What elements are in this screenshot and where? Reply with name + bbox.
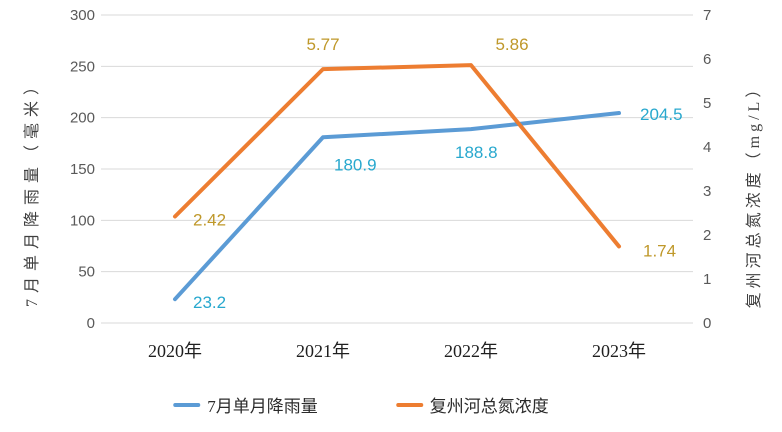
rainfall-line-swatch-icon [173, 402, 201, 407]
right-axis-tick-label: 2 [703, 227, 711, 244]
data-label: 5.77 [306, 35, 339, 54]
legend-item-rainfall[interactable]: 7月单月降雨量 [173, 392, 318, 417]
left-axis-tick-label: 200 [70, 110, 95, 127]
right-axis-tick-label: 0 [703, 315, 711, 332]
left-axis-tick-label: 300 [70, 7, 95, 24]
data-label: 2.42 [193, 211, 226, 230]
chart-legend: 7月单月降雨量 复州河总氮浓度 [173, 392, 549, 417]
right-axis-tick-label: 6 [703, 51, 711, 68]
nitrogen-line-swatch-icon [395, 402, 423, 407]
right-axis-tick-label: 7 [703, 7, 711, 24]
x-axis-category-label: 2021年 [296, 341, 350, 361]
right-axis-tick-label: 5 [703, 95, 711, 112]
data-label: 1.74 [643, 241, 676, 260]
left-axis-tick-label: 0 [87, 315, 95, 332]
right-axis-title: 复州河总氮浓度（mg/L） [746, 77, 763, 309]
x-axis-category-label: 2023年 [592, 341, 646, 361]
left-axis-tick-label: 100 [70, 212, 95, 229]
left-axis-title: 7月单月降雨量（毫米） [24, 72, 41, 308]
legend-label-nitrogen: 复州河总氮浓度 [429, 397, 549, 416]
data-label: 188.8 [455, 143, 498, 162]
right-axis-tick-label: 4 [703, 139, 711, 156]
left-axis-tick-label: 150 [70, 161, 95, 178]
legend-label-rainfall: 7月单月降雨量 [207, 397, 318, 416]
left-axis-tick-label: 250 [70, 58, 95, 75]
series-line-0[interactable] [173, 111, 621, 302]
right-axis-tick-label: 3 [703, 183, 711, 200]
data-label: 23.2 [193, 293, 226, 312]
data-label: 180.9 [334, 155, 377, 174]
data-label: 204.5 [640, 105, 683, 124]
series-line-1[interactable] [173, 63, 621, 249]
x-axis-category-label: 2022年 [444, 341, 498, 361]
legend-item-nitrogen[interactable]: 复州河总氮浓度 [395, 392, 549, 417]
data-label: 5.86 [495, 35, 528, 54]
right-axis-tick-label: 1 [703, 271, 711, 288]
x-axis-category-label: 2020年 [148, 341, 202, 361]
left-axis-tick-label: 50 [78, 264, 95, 281]
